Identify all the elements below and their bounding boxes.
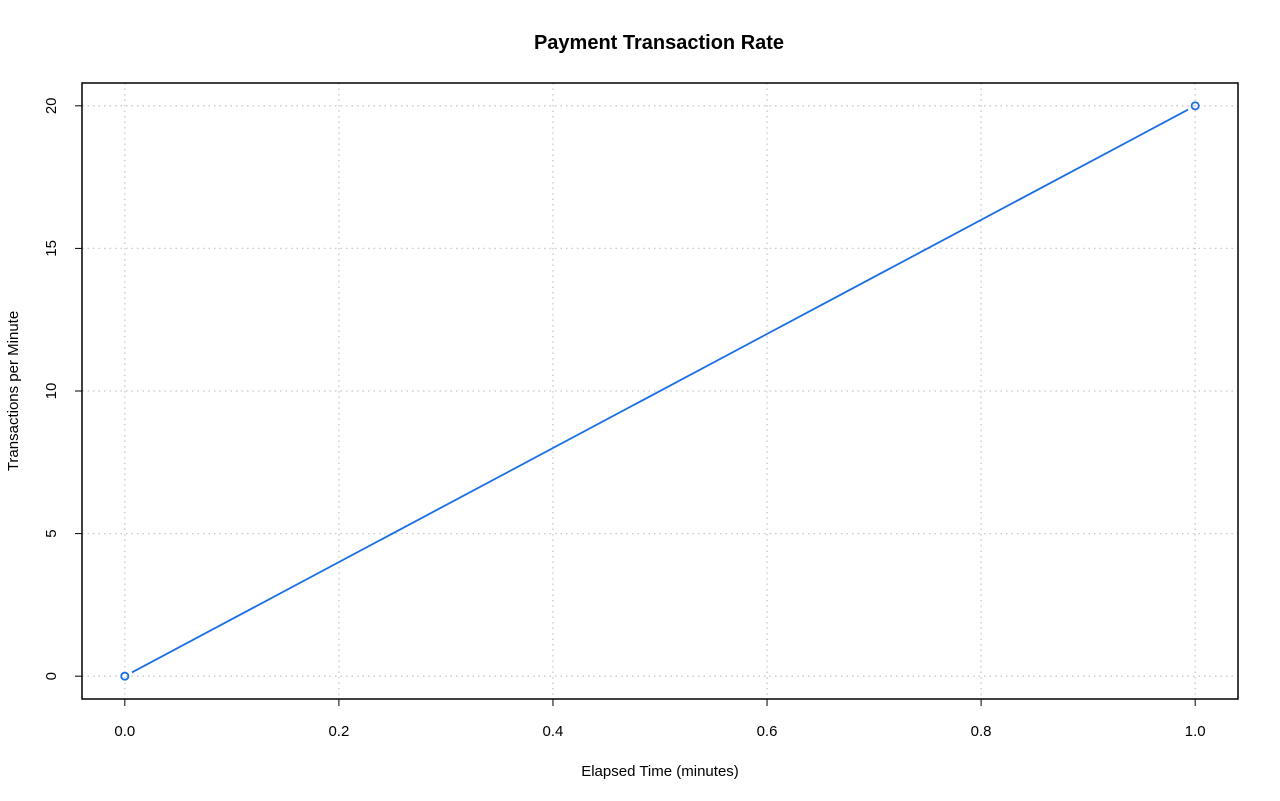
y-tick-label: 0 xyxy=(43,672,60,680)
y-tick-label: 5 xyxy=(43,529,60,537)
x-tick-label: 0.4 xyxy=(543,723,564,740)
y-tick-label: 20 xyxy=(43,97,60,114)
chart-title: Payment Transaction Rate xyxy=(534,32,784,54)
y-tick-label: 10 xyxy=(43,383,60,400)
y-tick-label: 15 xyxy=(43,240,60,257)
data-point xyxy=(120,671,130,681)
x-axis: 0.0 0.2 0.4 0.6 0.8 1.0 xyxy=(114,699,1206,740)
x-tick-label: 0.6 xyxy=(757,723,778,740)
x-tick-label: 0.8 xyxy=(971,723,992,740)
series-layer xyxy=(120,101,1200,681)
y-axis-label: Transactions per Minute xyxy=(5,311,22,471)
x-tick-label: 0.2 xyxy=(328,723,349,740)
data-point xyxy=(1190,101,1200,111)
x-tick-label: 0.0 xyxy=(114,723,135,740)
y-axis: 0 5 10 15 20 xyxy=(43,97,82,680)
x-tick-label: 1.0 xyxy=(1185,723,1206,740)
series-line-segment xyxy=(131,108,1189,674)
x-axis-label: Elapsed Time (minutes) xyxy=(581,763,739,780)
